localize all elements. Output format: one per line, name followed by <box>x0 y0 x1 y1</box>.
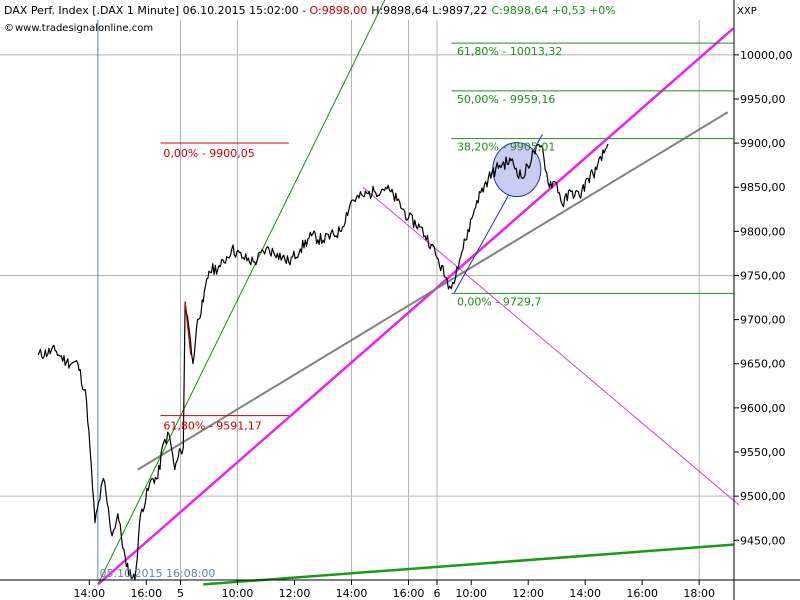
y-tick-label: 9750,00 <box>740 269 786 282</box>
y-tick-label: 9550,00 <box>740 446 786 459</box>
x-tick-label: 16:00 <box>626 587 658 600</box>
y-tick-label: 9850,00 <box>740 181 786 194</box>
x-tick-label: 16:00 <box>130 587 162 600</box>
chart-drawings <box>97 0 740 586</box>
x-tick-label: 12:00 <box>279 587 311 600</box>
green-bottom-trendline <box>203 543 734 586</box>
x-tick-label: 14:00 <box>73 587 105 600</box>
fib-retrace-label: 0,00% - 9900,05 <box>163 147 254 160</box>
y-tick-label: 9650,00 <box>740 358 786 371</box>
magenta-trendline <box>97 27 735 586</box>
y-tick-label: 9900,00 <box>740 137 786 150</box>
violet-fan-line <box>362 186 740 506</box>
y-tick-label: 9500,00 <box>740 490 786 503</box>
source-label: www.tradesignalonline.com <box>15 23 153 34</box>
x-tick-label: 18:00 <box>683 587 715 600</box>
copyright-icon: © <box>4 23 14 34</box>
fib-level-label: 50,00% - 9959,16 <box>457 93 555 106</box>
y-tick-label: 9950,00 <box>740 93 786 106</box>
y-tick-label: 9700,00 <box>740 314 786 327</box>
green-fan-line <box>97 0 386 585</box>
x-tick-label: 10:00 <box>455 587 487 600</box>
chart-labels: 61,80% - 10013,32 50,00% - 9959,16 38,20% … <box>100 45 563 580</box>
high-low-values: H:9898,64 L:9897,22 <box>371 4 487 17</box>
x-tick-label: 16:00 <box>393 587 425 600</box>
chart-title: DAX Perf. Index [.DAX 1 Minute] 06.10.20… <box>4 4 616 17</box>
chart-title-text: DAX Perf. Index [.DAX 1 Minute] 06.10.20… <box>4 4 310 17</box>
close-value: C:9898,64 +0,53 +0% <box>492 4 616 17</box>
fib-level-label: 38,20% - 9905,01 <box>457 141 555 154</box>
fib-level-label: 61,80% - 10013,32 <box>457 45 562 58</box>
fib-level-label: 0,00% - 9729,7 <box>457 295 541 308</box>
red-price-spike <box>184 301 192 355</box>
session-date-label: 05.10.2015 16:08:00 <box>100 567 216 580</box>
symbol-code: XXP <box>737 6 757 17</box>
x-tick-label: 14:00 <box>569 587 601 600</box>
open-value: O:9898,00 <box>310 4 368 17</box>
fib-retrace-label: 61,80% - 9591,17 <box>163 420 261 433</box>
y-tick-label: 9600,00 <box>740 402 786 415</box>
x-tick-label: 12:00 <box>512 587 544 600</box>
y-tick-label: 9800,00 <box>740 225 786 238</box>
price-line <box>37 143 609 581</box>
gray-trendline <box>137 111 729 471</box>
x-tick-label: 5 <box>177 587 184 600</box>
y-tick-label: 10000,00 <box>740 49 793 62</box>
price-series <box>37 143 609 581</box>
x-tick-label: 6 <box>434 587 441 600</box>
y-tick-label: 9450,00 <box>740 534 786 547</box>
grid-lines <box>0 20 734 580</box>
x-tick-label: 10:00 <box>222 587 254 600</box>
x-tick-label: 14:00 <box>336 587 368 600</box>
